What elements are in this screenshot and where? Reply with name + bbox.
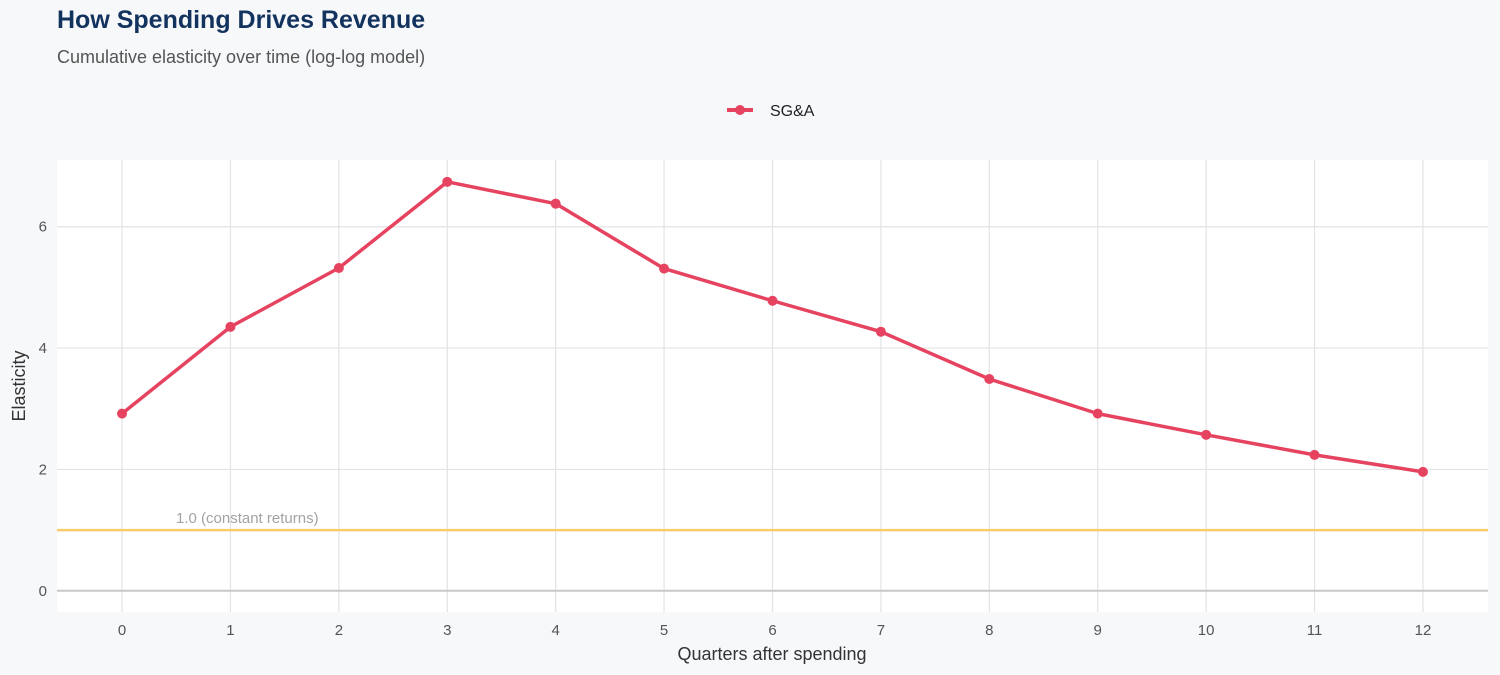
chart-subtitle: Cumulative elasticity over time (log-log…: [57, 47, 426, 67]
x-tick-label: 7: [877, 622, 885, 639]
legend-marker: [735, 105, 745, 115]
y-tick-label: 2: [39, 461, 47, 478]
x-tick-label: 4: [552, 622, 560, 639]
data-point: [659, 263, 670, 274]
data-point: [1309, 449, 1320, 460]
x-tick-label: 0: [118, 622, 126, 639]
legend: SG&A: [727, 103, 815, 120]
data-point: [1092, 408, 1103, 419]
data-point: [875, 326, 886, 337]
chart-title: How Spending Drives Revenue: [57, 6, 426, 34]
y-tick-label: 0: [39, 583, 47, 600]
data-point: [442, 176, 453, 187]
x-tick-label: 5: [660, 622, 668, 639]
x-tick-label: 11: [1307, 622, 1323, 639]
reference-line-label: 1.0 (constant returns): [176, 510, 319, 527]
x-tick-label: 10: [1198, 622, 1215, 639]
y-tick-label: 4: [39, 340, 47, 357]
legend-label: SG&A: [770, 103, 815, 120]
x-axis-label: Quarters after spending: [677, 644, 866, 664]
x-tick-label: 3: [443, 622, 451, 639]
x-tick-label: 8: [985, 622, 993, 639]
data-point: [984, 374, 995, 385]
x-tick-label: 1: [226, 622, 234, 639]
x-tick-label: 6: [768, 622, 776, 639]
data-point: [550, 198, 561, 209]
x-tick-label: 2: [335, 622, 343, 639]
y-axis-label: Elasticity: [9, 350, 29, 421]
data-point: [1417, 466, 1428, 477]
data-point: [1201, 429, 1212, 440]
data-point: [767, 295, 778, 306]
data-point: [117, 408, 128, 419]
data-point: [225, 321, 236, 332]
x-tick-label: 9: [1094, 622, 1102, 639]
x-tick-label: 12: [1415, 622, 1432, 639]
data-point: [333, 262, 344, 273]
y-tick-label: 6: [39, 219, 47, 236]
